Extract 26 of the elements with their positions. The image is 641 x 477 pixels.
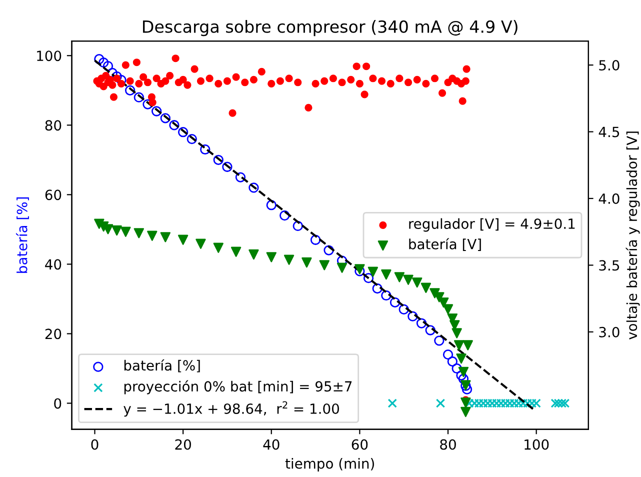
y2-tick-label: 4.5 <box>598 126 620 138</box>
y2-tick-label: 3.0 <box>599 326 620 338</box>
y2-tick-label: 3.5 <box>599 260 620 271</box>
legend-label: regulador [V] = 4.9±0.1 <box>409 218 575 232</box>
legend-label: batería [V] <box>409 238 481 252</box>
y-tick-label: 60 <box>45 190 62 200</box>
x-tick-label: 60 <box>352 439 368 450</box>
y-tick-label: 80 <box>45 120 62 131</box>
x-tick-label: 80 <box>440 439 456 450</box>
x-tick-label: 100 <box>524 439 549 450</box>
y2-tick-label: 5.0 <box>599 60 620 71</box>
y-axis-title: batería [%] <box>16 197 29 273</box>
chart-title: Descarga sobre compresor (340 mA @ 4.9 V) <box>143 20 518 36</box>
x-tick-label: 20 <box>175 439 191 450</box>
y-tick-label: 100 <box>37 50 62 62</box>
y-tick-label: 20 <box>45 328 62 340</box>
x-tick-label: 0 <box>91 439 98 450</box>
legend-label: y = −1.01x + 98.64, r$^{2}$ = 1.00 <box>124 401 339 417</box>
legend-label: proyección 0% bat [min] = 95±7 <box>124 380 352 394</box>
y2-axis-title: voltaje batería y regulador [V] <box>626 132 640 340</box>
x-axis-title: tiempo (min) <box>285 458 374 472</box>
y-tick-label: 0 <box>54 398 62 409</box>
legend-label: batería [%] <box>124 359 200 372</box>
y-tick-label: 40 <box>45 259 62 270</box>
x-tick-label: 40 <box>263 439 280 450</box>
y2-tick-label: 4.0 <box>598 193 620 204</box>
